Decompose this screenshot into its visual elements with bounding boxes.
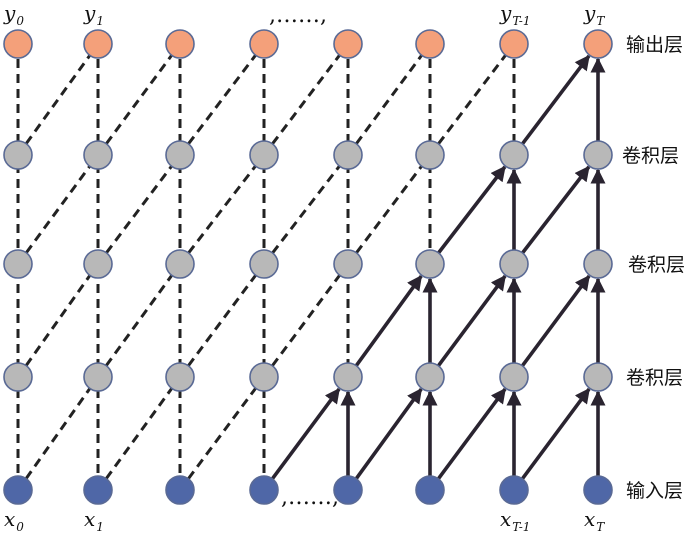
conv2-node-0 (3, 249, 33, 279)
input-node-0 (3, 475, 33, 505)
conv3-node-0 (3, 140, 33, 170)
layer-name-conv2: 卷积层 (628, 254, 685, 276)
output-node-6 (499, 29, 529, 59)
dashed-diagonal-line-2 (187, 387, 257, 480)
conv3-node-5 (415, 140, 445, 170)
dashed-diagonal-line-17 (437, 54, 507, 145)
dashed-diagonal-line-16 (355, 54, 423, 145)
conv1-node-3 (249, 362, 279, 392)
solid-arrow-18 (521, 54, 591, 145)
dashed-diagonal-line-9 (187, 165, 257, 254)
conv1-node-6 (499, 362, 529, 392)
output-label-1: y1 (83, 1, 104, 28)
conv1-node-0 (3, 362, 33, 392)
output-label-0: y0 (3, 1, 24, 28)
solid-arrow-14 (437, 165, 507, 255)
layer-name-conv1: 卷积层 (626, 367, 683, 389)
dashed-diagonal-line-3 (24, 274, 92, 367)
input-node-7 (583, 475, 613, 505)
input-label-1: x1 (84, 507, 104, 534)
solid-arrow-8 (354, 274, 423, 367)
conv3-node-6 (499, 140, 529, 170)
layer-name-output: 输出层 (626, 34, 683, 56)
solid-arrow-12 (520, 274, 591, 367)
conv3-node-4 (333, 140, 363, 170)
dashed-diagonal-line-8 (105, 165, 173, 254)
input-node-2 (165, 475, 195, 505)
dashed-diagonal-line-11 (355, 165, 423, 254)
output-labels: y0 y1 yT-1 yT (3, 1, 605, 28)
conv2-node-3 (249, 249, 279, 279)
solid-arrow-4 (436, 387, 507, 480)
conv2-node-1 (83, 249, 113, 279)
input-label-6: xT-1 (500, 507, 530, 534)
output-node-1 (83, 29, 113, 59)
conv1-node-2 (165, 362, 195, 392)
conv2-node-5 (415, 249, 445, 279)
conv1-node-1 (83, 362, 113, 392)
dashed-diagonal-line-7 (25, 165, 91, 254)
solid-arrow-10 (436, 274, 507, 367)
nodes (3, 29, 613, 505)
input-node-4 (333, 475, 363, 505)
output-node-0 (3, 29, 33, 59)
conv1-node-5 (415, 362, 445, 392)
conv1-node-7 (583, 362, 613, 392)
output-label-6: yT-1 (499, 1, 530, 28)
dashed-diagonal-line-15 (271, 54, 341, 145)
solid-arrow-6 (520, 387, 591, 480)
ellipsis-top: ,……, (269, 3, 327, 28)
output-node-2 (165, 29, 195, 59)
input-node-3 (249, 475, 279, 505)
layer-name-conv3: 卷积层 (622, 145, 679, 167)
dashed-diagonal-line-12 (24, 54, 92, 145)
layer-name-input: 输入层 (626, 480, 683, 502)
dashed-diagonal-line-5 (187, 274, 257, 367)
conv1-node-4 (333, 362, 363, 392)
input-labels: x0 x1 xT-1 xT (4, 507, 605, 534)
conv3-node-3 (249, 140, 279, 170)
conv2-node-7 (583, 249, 613, 279)
conv3-node-1 (83, 140, 113, 170)
dashed-diagonal-line-0 (24, 387, 92, 480)
input-label-7: xT (584, 507, 605, 534)
conv3-node-2 (165, 140, 195, 170)
dashed-diagonal-line-1 (105, 387, 173, 480)
dashed-connections (16, 44, 516, 490)
conv3-node-7 (583, 140, 613, 170)
output-node-4 (333, 29, 363, 59)
input-node-6 (499, 475, 529, 505)
input-label-0: x0 (4, 507, 24, 534)
input-node-1 (83, 475, 113, 505)
dashed-diagonal-line-6 (271, 274, 341, 367)
dashed-diagonal-line-14 (187, 54, 257, 145)
solid-arrow-2 (354, 387, 423, 480)
dashed-diagonal-line-4 (105, 274, 173, 367)
solid-arrow-connections (270, 54, 606, 480)
output-node-3 (249, 29, 279, 59)
conv2-node-2 (165, 249, 195, 279)
solid-arrow-16 (521, 165, 591, 255)
ellipsis-bottom: ,……, (281, 485, 339, 510)
conv2-node-4 (333, 249, 363, 279)
output-node-5 (415, 29, 445, 59)
output-node-7 (583, 29, 613, 59)
output-label-7: yT (583, 1, 605, 28)
dashed-diagonal-line-10 (271, 165, 341, 254)
dashed-diagonal-line-13 (105, 54, 173, 145)
solid-arrow-0 (270, 387, 341, 480)
conv2-node-6 (499, 249, 529, 279)
input-node-5 (415, 475, 445, 505)
